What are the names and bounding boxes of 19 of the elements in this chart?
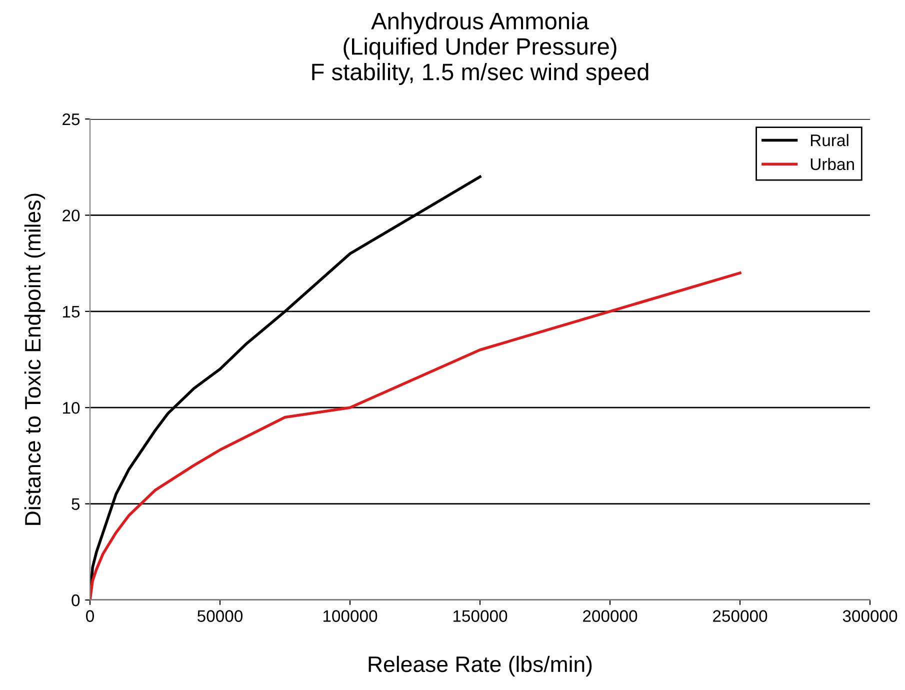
legend-label: Rural [810,134,848,146]
x-tick-label: 200000 [583,610,638,622]
x-tick-label: 0 [86,610,94,622]
x-tick-label: 50000 [197,610,243,622]
x-tick-label: 300000 [842,610,898,622]
y-tick-label: 0 [72,594,80,606]
y-tick-label: 10 [63,402,80,414]
x-tick-label: 250000 [713,610,768,622]
y-tick-label: 20 [62,210,80,222]
x-axis-title: Release Rate (lbs/min) [368,656,592,677]
chart-title: Anhydrous Ammonia (Liquified Under Pressure) F stability, 1.5 m/sec wind speed [312,12,648,86]
y-tick-label: 25 [62,113,80,126]
y-tick-label: 15 [63,306,80,318]
legend-label: Urban [810,158,854,170]
x-tick-label: 150000 [453,610,508,622]
y-tick-label: 5 [72,498,80,510]
x-tick-label: 100000 [323,610,378,622]
y-axis-title: Distance to Toxic Endpoint (miles) [24,194,46,525]
line-series [90,272,742,600]
